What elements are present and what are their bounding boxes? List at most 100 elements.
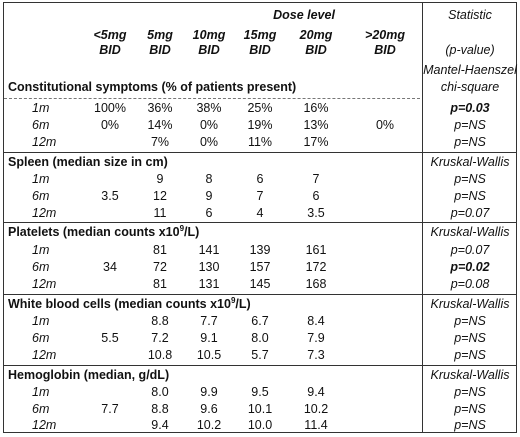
section-divider (4, 98, 420, 99)
title-text: Platelets (median counts x10 (8, 225, 180, 239)
row-label-6m: 6m (32, 260, 50, 274)
row-label-12m: 12m (32, 206, 57, 220)
row-label-12m: 12m (32, 348, 57, 362)
table-cell: 3.5 (101, 189, 119, 203)
table-cell: 9.5 (251, 385, 269, 399)
p-value: p=NS (454, 402, 486, 416)
row-label-6m: 6m (32, 118, 50, 132)
table-cell: 7.7 (200, 314, 218, 328)
table-cell: 6 (312, 189, 320, 203)
table-cell: 7.3 (307, 348, 325, 362)
table-cell: 9.6 (200, 402, 218, 416)
stat-test-name: Kruskal-Wallis (430, 368, 510, 382)
p-value: p=0.07 (450, 243, 490, 257)
table-cell: 19% (247, 118, 273, 132)
p-value: p=NS (454, 385, 486, 399)
p-value: p=NS (454, 189, 486, 203)
table-cell: 13% (303, 118, 329, 132)
table-cell: 11% (247, 135, 273, 149)
table-cell: 25% (247, 101, 273, 115)
row-label-1m: 1m (32, 243, 50, 257)
table-cell: 3.5 (307, 206, 325, 220)
table-cell: 9 (156, 172, 164, 186)
table-cell: 9.9 (200, 385, 218, 399)
section-title-constitutional: Constitutional symptoms (% of patients p… (8, 80, 297, 94)
table-cell: 10.8 (147, 348, 173, 362)
table-cell: 8 (205, 172, 213, 186)
title-superscript: 9 (230, 295, 236, 305)
row-label-6m: 6m (32, 189, 50, 203)
table-cell: 9.1 (200, 331, 218, 345)
statistic-header: Statistic (448, 8, 492, 22)
table-cell: 72 (153, 260, 167, 274)
row-label-1m: 1m (32, 101, 50, 115)
dose-header-gt20-top: >20mg (365, 28, 405, 42)
section-title-platelets: Platelets (median counts x109/L) (8, 223, 199, 239)
p-value: p=NS (454, 348, 486, 362)
p-value: p=0.08 (450, 277, 490, 291)
p-value: p=0.02 (450, 260, 490, 274)
row-label-12m: 12m (32, 277, 57, 291)
table-cell: 34 (103, 260, 117, 274)
title-text: /L) (235, 297, 251, 311)
table-cell: 10.1 (247, 402, 273, 416)
table-cell: 10.5 (196, 348, 222, 362)
dose-header-20mg-bottom: BID (305, 43, 327, 57)
table-cell: 168 (305, 277, 327, 291)
table-cell: 6 (256, 172, 264, 186)
p-value: p=NS (454, 331, 486, 345)
dose-header-5mg-bottom: BID (149, 43, 171, 57)
table-cell: 38% (196, 101, 222, 115)
table-cell: 36% (147, 101, 173, 115)
title-text: White blood cells (median counts x10 (8, 297, 231, 311)
table-cell: 14% (147, 118, 173, 132)
section-border (4, 294, 516, 295)
dose-header-lt5-bottom: BID (99, 43, 121, 57)
table-cell: 9.4 (151, 418, 169, 432)
dose-header-10mg-bottom: BID (198, 43, 220, 57)
table-cell: 8.0 (151, 385, 169, 399)
table-cell: 7.7 (101, 402, 119, 416)
stat-test-name: Mantel-Haenszel (423, 63, 517, 77)
table-cell: 145 (249, 277, 271, 291)
p-value: p=0.03 (450, 101, 490, 115)
table-cell: 8.8 (151, 402, 169, 416)
table-cell: 81 (153, 277, 167, 291)
table-cell: 8.0 (251, 331, 269, 345)
table-cell: 10.2 (303, 402, 329, 416)
table-cell: 157 (249, 260, 271, 274)
section-border (4, 222, 516, 223)
table-cell: 7% (150, 135, 170, 149)
table-cell: 8.4 (307, 314, 325, 328)
p-value: p=0.07 (450, 206, 490, 220)
title-superscript: 9 (179, 223, 185, 233)
table-cell: 100% (94, 101, 126, 115)
row-label-6m: 6m (32, 402, 50, 416)
table-cell: 0% (199, 118, 219, 132)
table-cell: 130 (198, 260, 220, 274)
table-cell: 7 (256, 189, 264, 203)
dose-header-gt20-bottom: BID (374, 43, 396, 57)
table-cell: 7 (312, 172, 320, 186)
table-cell: 172 (305, 260, 327, 274)
table-cell: 11.4 (304, 418, 328, 432)
table-cell: 7.2 (151, 331, 169, 345)
dose-level-header: Dose level (273, 8, 335, 22)
table-cell: 0% (199, 135, 219, 149)
table-cell: 9 (205, 189, 213, 203)
stat-test-name: Kruskal-Wallis (430, 297, 510, 311)
table-cell: 8.8 (151, 314, 169, 328)
table-cell: 141 (198, 243, 220, 257)
table-cell: 11 (153, 206, 167, 220)
p-value: p=NS (454, 172, 486, 186)
table-cell: 139 (249, 243, 271, 257)
p-value: p=NS (454, 135, 486, 149)
section-title-wbc: White blood cells (median counts x109/L) (8, 295, 251, 311)
table-cell: 9.4 (307, 385, 325, 399)
table-cell: 6.7 (251, 314, 269, 328)
table-cell: 131 (198, 277, 220, 291)
table-cell: 5.5 (101, 331, 119, 345)
dose-header-10mg-top: 10mg (192, 28, 226, 42)
dose-header-20mg-top: 20mg (299, 28, 333, 42)
dose-response-table: Dose level Statistic <5mg BID 5mg BID 10… (3, 2, 517, 433)
